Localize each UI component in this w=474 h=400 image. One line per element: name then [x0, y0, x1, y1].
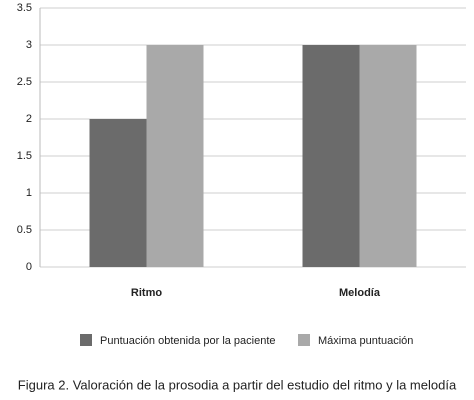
- legend-swatch: [298, 334, 310, 346]
- y-tick-label: 2: [26, 113, 32, 125]
- y-tick-label: 2.5: [17, 76, 32, 88]
- legend-label: Puntuación obtenida por la paciente: [100, 335, 276, 347]
- bar: [302, 45, 360, 267]
- x-tick-label: Ritmo: [131, 287, 162, 299]
- caption: Figura 2. Valoración de la prosodia a pa…: [18, 377, 457, 392]
- y-tick-label: 3.5: [17, 2, 32, 14]
- legend-label: Máxima puntuación: [318, 335, 413, 347]
- y-tick-label: 0.5: [17, 224, 32, 236]
- bar: [89, 119, 147, 267]
- y-tick-label: 3: [26, 39, 32, 51]
- y-tick-label: 1.5: [17, 150, 32, 162]
- bar: [359, 45, 417, 267]
- bar: [146, 45, 204, 267]
- legend-swatch: [80, 334, 92, 346]
- y-tick-label: 1: [26, 187, 32, 199]
- x-tick-label: Melodía: [339, 287, 381, 299]
- y-tick-label: 0: [26, 261, 32, 273]
